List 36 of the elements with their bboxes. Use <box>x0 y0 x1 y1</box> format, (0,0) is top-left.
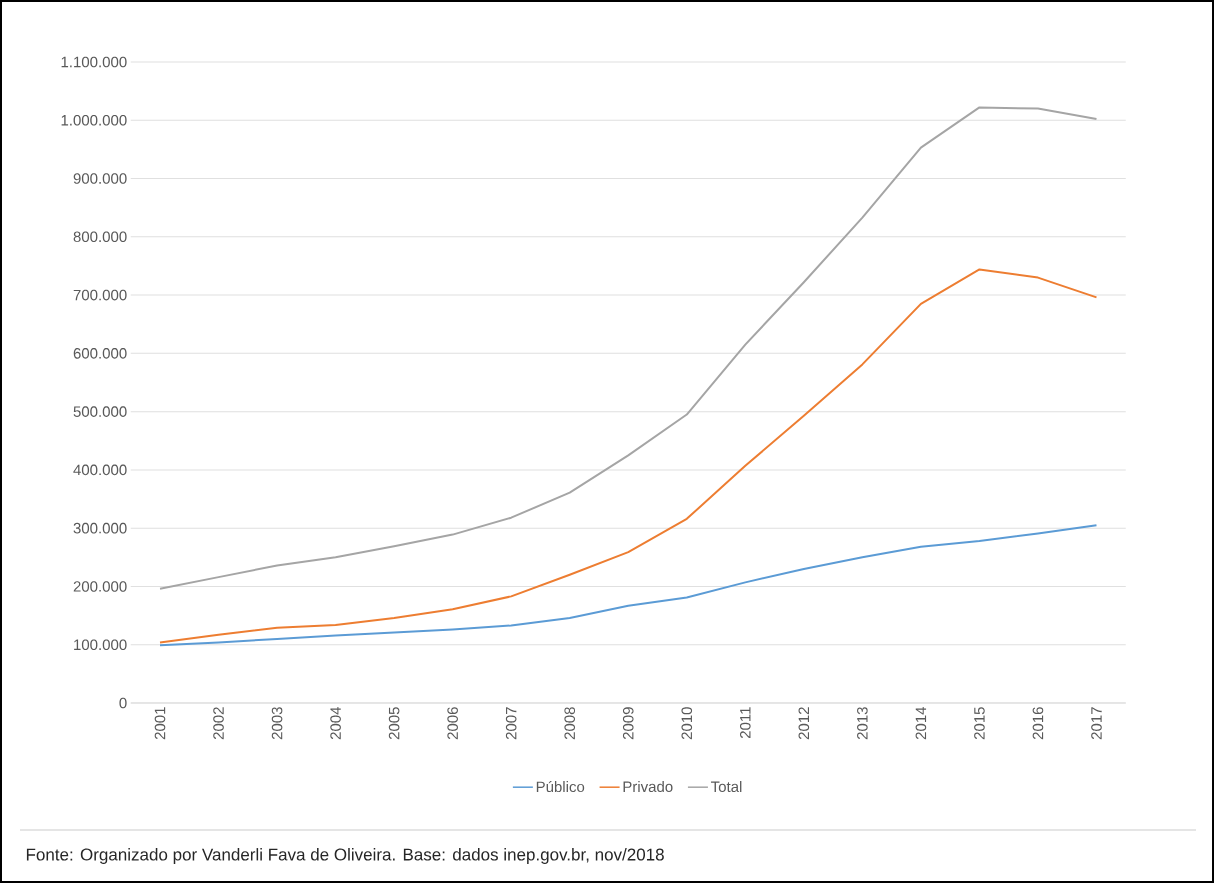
line-series <box>159 524 1098 647</box>
y-tick-label: 0 <box>119 697 127 709</box>
x-tick-label: 2001 <box>154 707 166 740</box>
x-tick-label: 2004 <box>330 706 341 740</box>
source-note: Fonte: Organizado por Vanderli Fava de Oliveira. Base: dados inep.gov.br, nov/2018 <box>26 848 664 864</box>
legend-label: Total <box>711 781 742 793</box>
x-tick-label: 2017 <box>1091 707 1102 740</box>
x-tick-label: 2013 <box>857 707 868 740</box>
y-tick-label: 400.000 <box>73 464 127 476</box>
x-tick-label: 2008 <box>564 707 576 740</box>
x-tick-label: 2011 <box>739 707 751 739</box>
y-tick-label: 1.000.000 <box>61 114 127 126</box>
y-tick-label: 300.000 <box>73 522 127 534</box>
x-tick-label: 2010 <box>681 707 693 740</box>
y-tick-label: 200.000 <box>73 581 127 592</box>
x-tick-label: 2015 <box>974 707 985 740</box>
legend-label: Público <box>536 780 585 793</box>
y-tick-label: 900.000 <box>73 173 127 184</box>
y-tick-label: 800.000 <box>73 231 127 243</box>
legend-label: Privado <box>623 781 673 793</box>
y-tick-label: 700.000 <box>73 289 127 301</box>
y-tick-label: 600.000 <box>73 348 127 359</box>
x-tick-label: 2005 <box>388 707 400 740</box>
line-series <box>159 268 1098 644</box>
x-tick-label: 2002 <box>213 707 224 740</box>
x-tick-label: 2009 <box>622 707 634 740</box>
x-tick-label: 2012 <box>798 707 810 740</box>
y-tick-label: 1.100.000 <box>61 56 127 68</box>
x-tick-label: 2016 <box>1032 707 1044 740</box>
y-tick-label: 500.000 <box>73 406 127 417</box>
line-series <box>159 106 1098 590</box>
y-tick-label: 100.000 <box>74 639 127 651</box>
x-tick-label: 2003 <box>271 707 283 740</box>
x-tick-label: 2007 <box>505 707 517 740</box>
x-tick-label: 2014 <box>915 706 927 740</box>
x-tick-label: 2006 <box>447 707 458 740</box>
